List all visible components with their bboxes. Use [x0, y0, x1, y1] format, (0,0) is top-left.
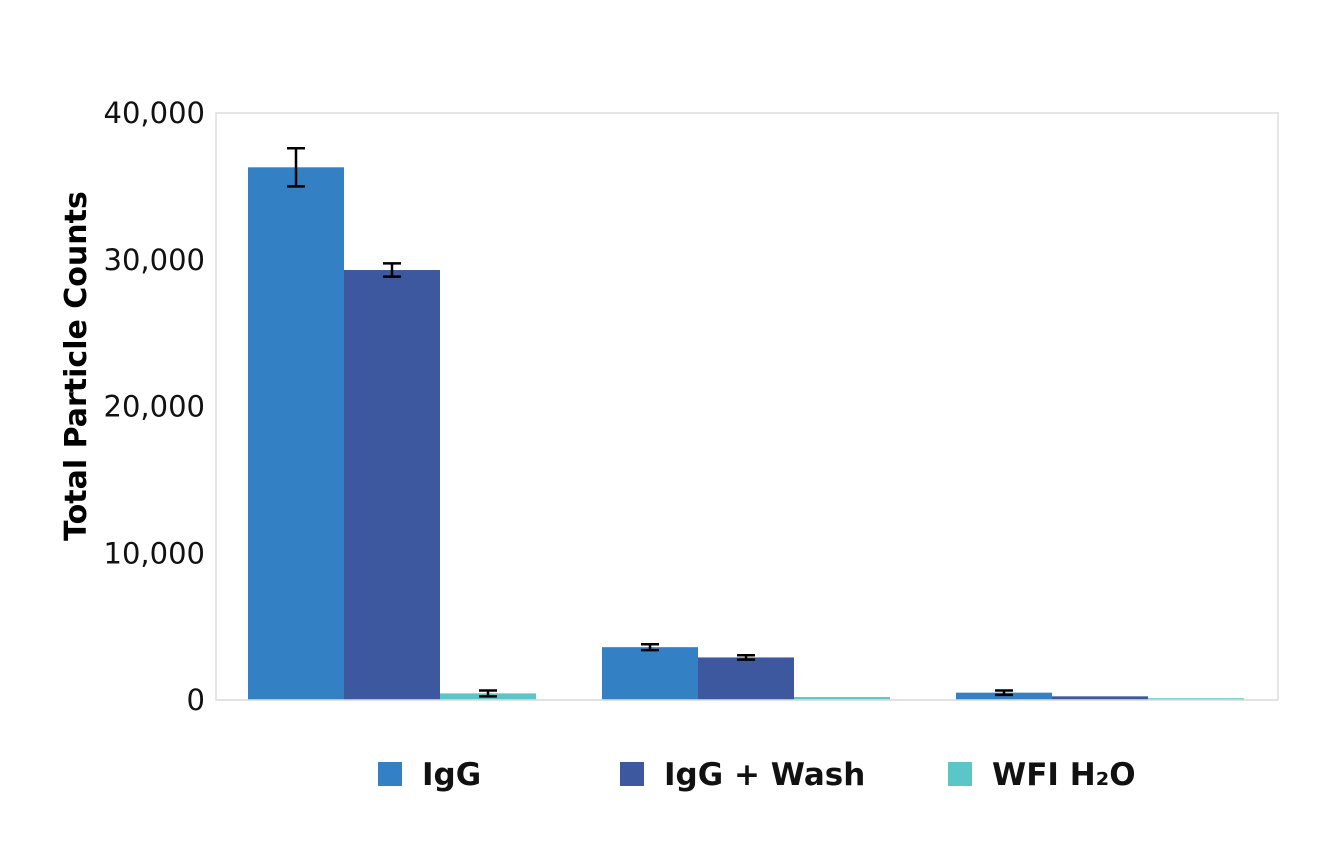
- bar: [602, 647, 698, 700]
- legend-label: IgG: [422, 757, 481, 793]
- bars: [248, 167, 1244, 701]
- error-bars: [287, 146, 1013, 698]
- y-tick-label: 20,000: [104, 390, 205, 424]
- bar: [956, 692, 1052, 700]
- legend-label: IgG + Wash: [664, 757, 865, 793]
- bar: [248, 167, 344, 701]
- legend-swatch: [948, 762, 972, 786]
- legend-swatch: [378, 762, 402, 786]
- bar: [794, 697, 890, 700]
- y-tick-label: 30,000: [104, 243, 205, 277]
- y-axis-title: Total Particle Counts: [59, 191, 94, 541]
- y-tick-label: 10,000: [104, 536, 205, 570]
- legend-label: WFI H₂O: [992, 757, 1136, 793]
- y-axis-ticks: 0 10,000 20,000 30,000 40,000: [104, 96, 205, 717]
- y-tick-label: 0: [187, 683, 205, 717]
- bar: [698, 657, 794, 700]
- bar: [1052, 696, 1148, 700]
- legend: IgG IgG + Wash WFI H₂O: [378, 757, 1136, 793]
- y-tick-label: 40,000: [104, 96, 205, 130]
- bar: [344, 270, 440, 700]
- bar: [1148, 698, 1244, 700]
- legend-swatch: [620, 762, 644, 786]
